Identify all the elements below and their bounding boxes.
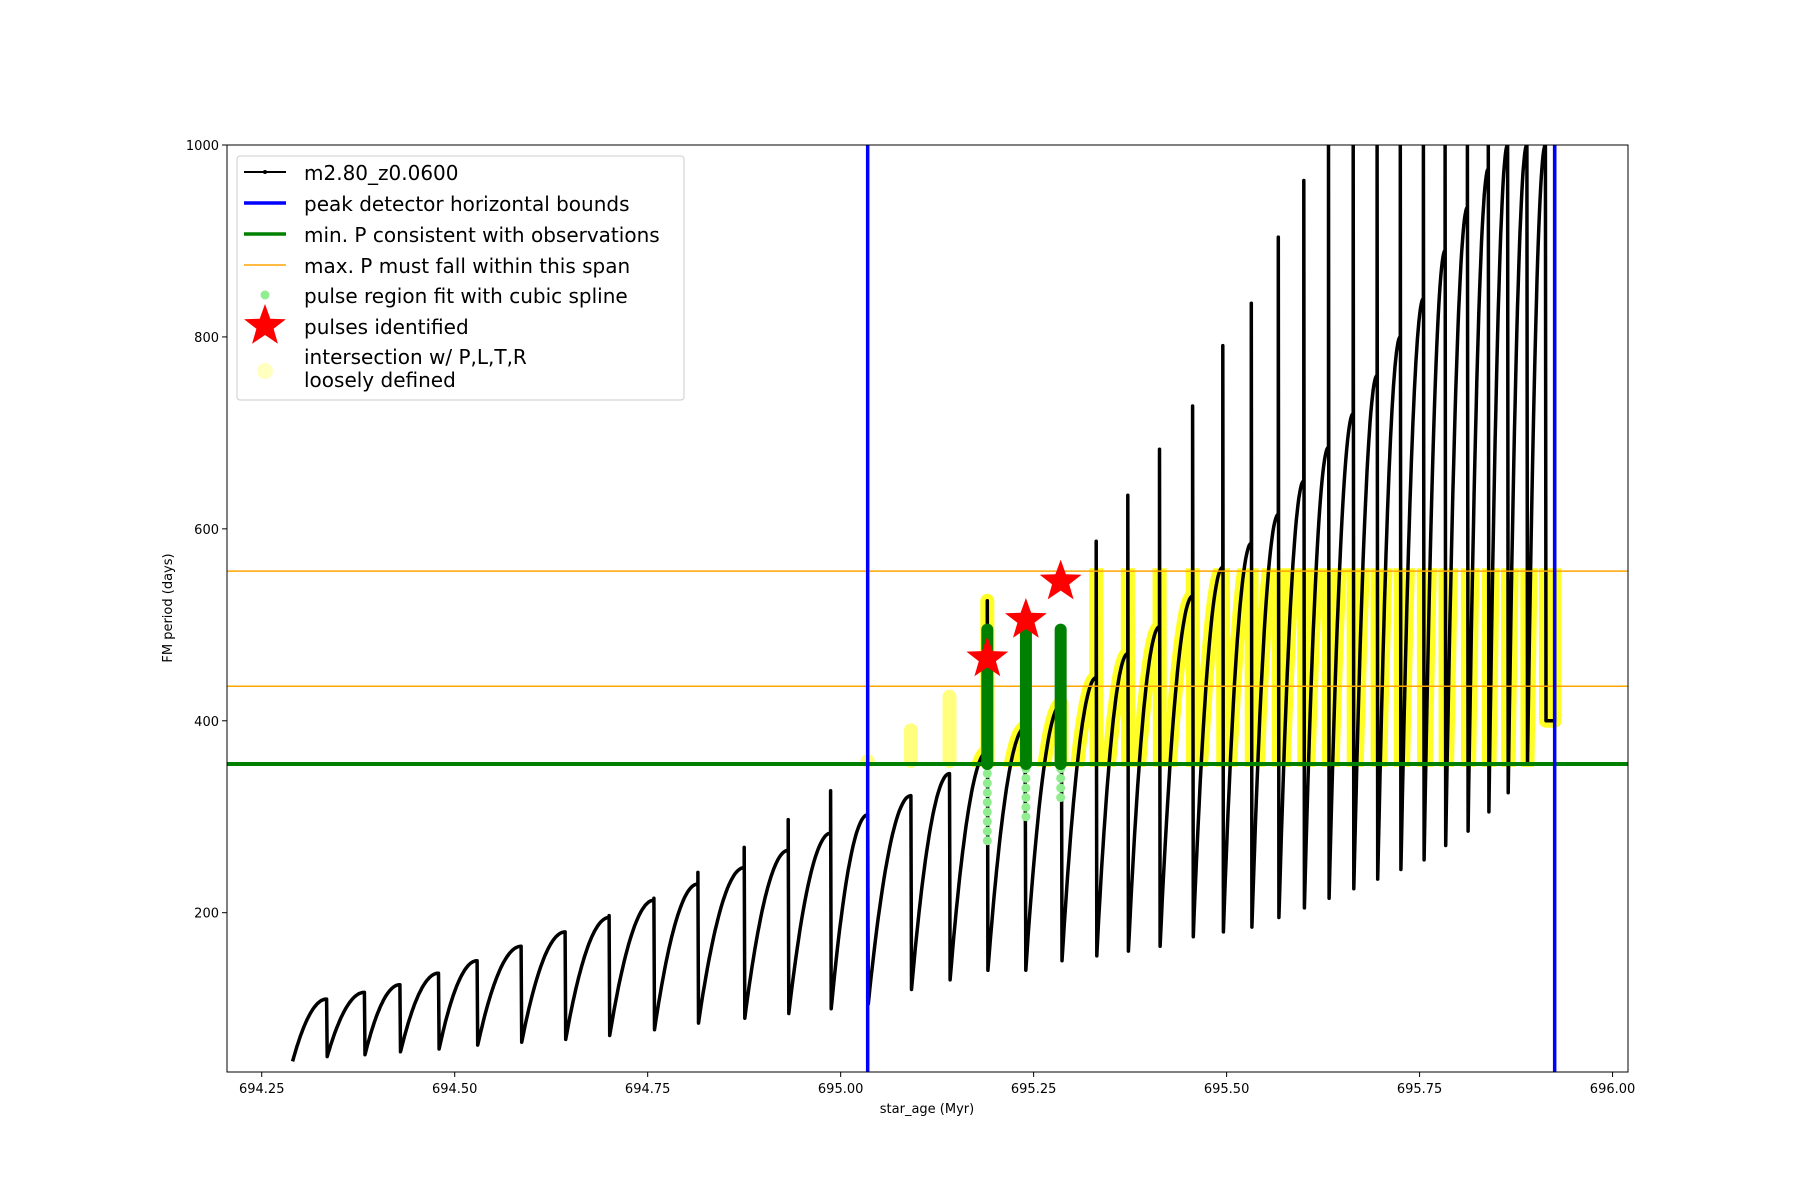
spline-fit-dot xyxy=(1021,773,1031,783)
spline-fit-dot xyxy=(1021,783,1031,793)
legend-marker-spline xyxy=(260,290,270,300)
y-tick-label: 400 xyxy=(194,715,219,730)
x-axis-label: star_age (Myr) xyxy=(880,1102,974,1117)
axes-frame xyxy=(226,144,1629,1073)
legend-label-minp: min. P consistent with observations xyxy=(304,223,660,247)
legend: m2.80_z0.0600 peak detector horizontal b… xyxy=(236,155,685,401)
y-ticks: 200 400 600 800 1000 xyxy=(186,139,227,922)
y-tick-label: 600 xyxy=(194,523,219,538)
x-tick-label: 695.00 xyxy=(818,1082,864,1097)
spline-fit-dot xyxy=(1021,793,1031,803)
spline-fit-dot xyxy=(1021,812,1031,822)
spline-fit-dot xyxy=(982,807,992,817)
spline-fit-dot xyxy=(1056,793,1066,803)
legend-label-maxp: max. P must fall within this span xyxy=(304,254,630,278)
legend-marker-star xyxy=(244,304,286,344)
spline-fit-dot xyxy=(982,826,992,836)
legend-marker-loose xyxy=(257,363,273,379)
x-tick-label: 695.75 xyxy=(1397,1082,1443,1097)
legend-marker-model-dot xyxy=(263,170,267,174)
spline-fit-dot xyxy=(1056,773,1066,783)
plot-area xyxy=(227,145,1628,1072)
legend-label-loose-1: intersection w/ P,L,T,R xyxy=(304,345,527,369)
spline-fit-dot xyxy=(1056,783,1066,793)
x-tick-label: 696.00 xyxy=(1590,1082,1636,1097)
pulse-identified-star xyxy=(1039,559,1082,600)
y-tick-label: 200 xyxy=(194,907,219,922)
legend-frame xyxy=(236,155,685,401)
spline-fit-dot xyxy=(1021,802,1031,812)
spline-fit-dot xyxy=(982,778,992,788)
x-ticks: 694.25 694.50 694.75 695.00 695.25 695.50 695.… xyxy=(239,1072,1635,1097)
spline-fit-dot xyxy=(982,817,992,827)
legend-label-model: m2.80_z0.0600 xyxy=(304,161,459,185)
legend-label-loose-2: loosely defined xyxy=(304,368,456,392)
pulse-identified-star xyxy=(1005,598,1047,638)
y-tick-label: 800 xyxy=(194,331,219,346)
pulse-identified-star xyxy=(966,636,1009,677)
model-line-m2.80_z0.0600 xyxy=(290,145,1557,1062)
spline-fit-dot xyxy=(982,836,992,846)
x-tick-label: 695.50 xyxy=(1204,1082,1250,1097)
x-tick-label: 694.50 xyxy=(432,1082,478,1097)
x-tick-label: 694.75 xyxy=(625,1082,671,1097)
x-tick-label: 694.25 xyxy=(239,1082,285,1097)
legend-label-pulses: pulses identified xyxy=(304,315,469,339)
spline-fit-dot xyxy=(982,797,992,807)
legend-label-spline: pulse region fit with cubic spline xyxy=(304,284,628,308)
y-axis-label: FM period (days) xyxy=(161,553,176,662)
spline-fit-dot xyxy=(982,769,992,779)
y-tick-label: 1000 xyxy=(186,139,219,154)
spline-fit-dot xyxy=(982,788,992,798)
x-tick-label: 695.25 xyxy=(1011,1082,1057,1097)
legend-label-bounds: peak detector horizontal bounds xyxy=(304,192,630,216)
